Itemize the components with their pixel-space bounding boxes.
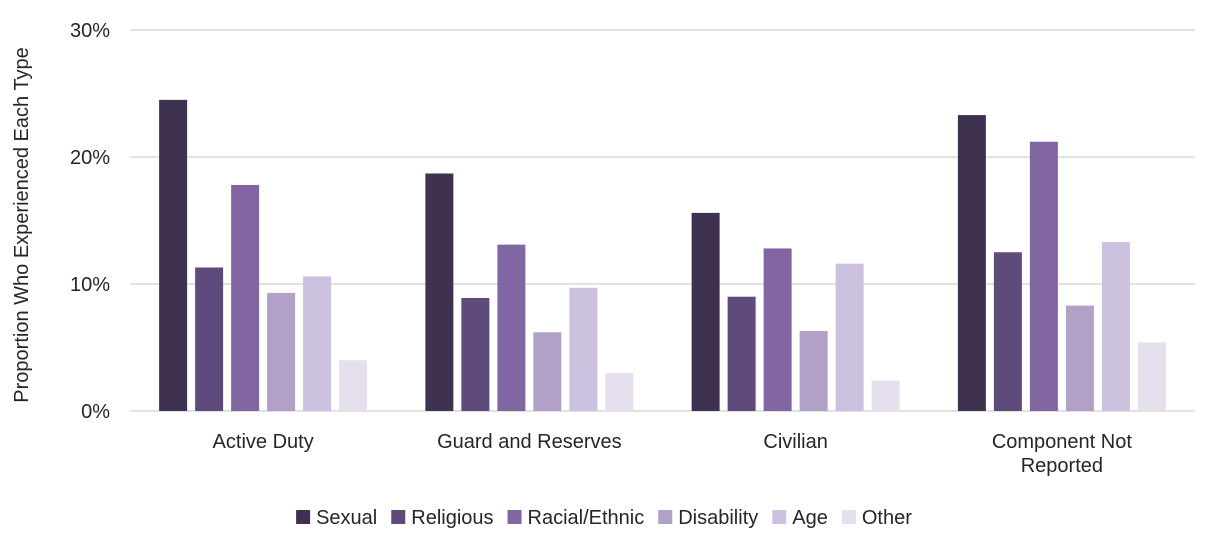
x-category-label: Active Duty xyxy=(213,431,314,453)
bar-racial-ethnic xyxy=(1029,141,1058,411)
bar-sexual xyxy=(691,212,720,411)
bar-other xyxy=(605,372,634,411)
y-tick-label: 10% xyxy=(70,274,110,296)
x-category-label: Civilian xyxy=(763,431,827,453)
bar-sexual xyxy=(159,99,188,411)
legend-label: Age xyxy=(792,507,828,529)
bar-sexual xyxy=(957,115,986,411)
y-tick-label: 0% xyxy=(81,401,110,423)
y-tick-label: 20% xyxy=(70,147,110,169)
y-axis-label: Proportion Who Experienced Each Type xyxy=(11,47,33,402)
bar-age xyxy=(1101,242,1130,411)
bar-sexual xyxy=(425,173,454,411)
bar-disability xyxy=(1065,305,1094,411)
bars xyxy=(159,99,1166,411)
legend-label: Sexual xyxy=(316,507,377,529)
legend-label: Racial/Ethnic xyxy=(528,507,645,529)
category-labels: Active Duty Guard and Reserves Civilian Com… xyxy=(213,431,1133,477)
legend-swatch xyxy=(658,510,673,524)
bar-disability xyxy=(533,332,562,411)
legend: Sexual Religious Racial/Ethnic Disability Ag… xyxy=(296,507,912,529)
legend-label: Religious xyxy=(411,507,493,529)
y-axis-ticks: 0% 10% 20% 30% xyxy=(70,20,110,423)
bar-other xyxy=(1137,342,1166,411)
bar-other xyxy=(871,380,900,411)
legend-swatch xyxy=(507,510,522,524)
legend-swatch xyxy=(296,510,311,524)
legend-swatch xyxy=(841,510,856,524)
bar-age xyxy=(569,287,598,411)
legend-label: Disability xyxy=(678,507,758,529)
bar-age xyxy=(835,263,864,411)
bar-disability xyxy=(799,330,828,411)
y-tick-label: 30% xyxy=(70,20,110,42)
legend-swatch xyxy=(772,510,787,524)
bar-religious xyxy=(727,296,756,411)
bar-racial-ethnic xyxy=(497,244,526,411)
x-category-label: Component Not Reported xyxy=(992,431,1133,477)
bar-religious xyxy=(993,252,1022,411)
bar-age xyxy=(303,276,332,411)
bar-religious xyxy=(461,297,490,411)
bar-other xyxy=(339,360,368,411)
legend-swatch xyxy=(391,510,406,524)
bar-racial-ethnic xyxy=(231,184,260,411)
bar-disability xyxy=(267,292,296,411)
legend-label: Other xyxy=(862,507,912,529)
bar-racial-ethnic xyxy=(763,248,792,411)
bar-religious xyxy=(195,267,224,411)
x-category-label: Guard and Reserves xyxy=(437,431,622,453)
